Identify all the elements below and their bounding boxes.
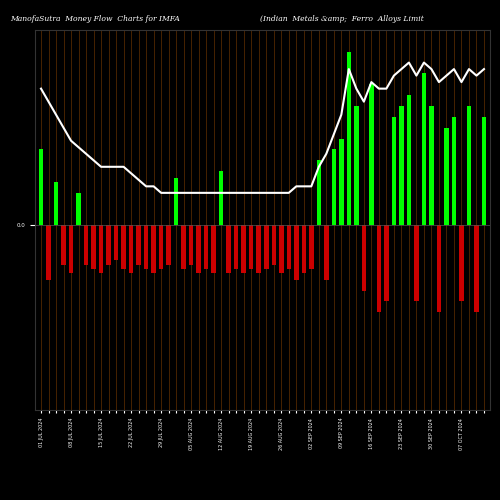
Bar xyxy=(264,226,268,269)
Bar xyxy=(159,226,164,269)
Bar xyxy=(302,226,306,273)
Bar xyxy=(406,95,411,226)
Bar xyxy=(204,226,208,269)
Bar xyxy=(256,226,261,273)
Bar xyxy=(362,226,366,290)
Bar xyxy=(346,52,351,226)
Bar xyxy=(39,150,44,226)
Bar xyxy=(354,106,358,226)
Bar xyxy=(62,226,66,264)
Bar xyxy=(242,226,246,273)
Bar xyxy=(339,138,344,226)
Bar xyxy=(474,226,478,312)
Bar xyxy=(219,171,224,226)
Bar xyxy=(84,226,88,264)
Bar xyxy=(272,226,276,264)
Bar xyxy=(182,226,186,269)
Bar xyxy=(92,226,96,269)
Bar xyxy=(129,226,134,273)
Text: (Indian  Metals &amp;  Ferro  Alloys Limit: (Indian Metals &amp; Ferro Alloys Limit xyxy=(260,15,424,23)
Bar xyxy=(294,226,298,280)
Bar xyxy=(69,226,73,273)
Bar xyxy=(226,226,231,273)
Bar xyxy=(332,150,336,226)
Bar xyxy=(249,226,254,269)
Bar xyxy=(76,193,81,226)
Bar xyxy=(189,226,194,264)
Bar xyxy=(392,117,396,226)
Bar xyxy=(114,226,118,260)
Bar xyxy=(136,226,141,264)
Bar xyxy=(384,226,388,302)
Bar xyxy=(422,74,426,226)
Bar xyxy=(309,226,314,269)
Bar xyxy=(174,178,178,226)
Bar xyxy=(459,226,464,302)
Bar xyxy=(444,128,448,226)
Bar xyxy=(369,84,374,226)
Text: ManofaSutra  Money Flow  Charts for IMFA: ManofaSutra Money Flow Charts for IMFA xyxy=(10,15,180,23)
Bar xyxy=(279,226,283,273)
Bar xyxy=(436,226,441,312)
Bar xyxy=(234,226,238,269)
Bar xyxy=(106,226,111,264)
Bar xyxy=(54,182,58,226)
Bar xyxy=(452,117,456,226)
Bar xyxy=(196,226,201,273)
Bar xyxy=(414,226,418,302)
Bar xyxy=(46,226,51,280)
Bar xyxy=(376,226,381,312)
Bar xyxy=(399,106,404,226)
Bar xyxy=(429,106,434,226)
Bar xyxy=(166,226,171,264)
Bar xyxy=(152,226,156,273)
Bar xyxy=(316,160,321,226)
Bar xyxy=(466,106,471,226)
Bar xyxy=(286,226,291,269)
Bar xyxy=(212,226,216,273)
Bar xyxy=(324,226,328,280)
Bar xyxy=(122,226,126,269)
Bar xyxy=(144,226,148,269)
Bar xyxy=(482,117,486,226)
Bar xyxy=(99,226,103,273)
